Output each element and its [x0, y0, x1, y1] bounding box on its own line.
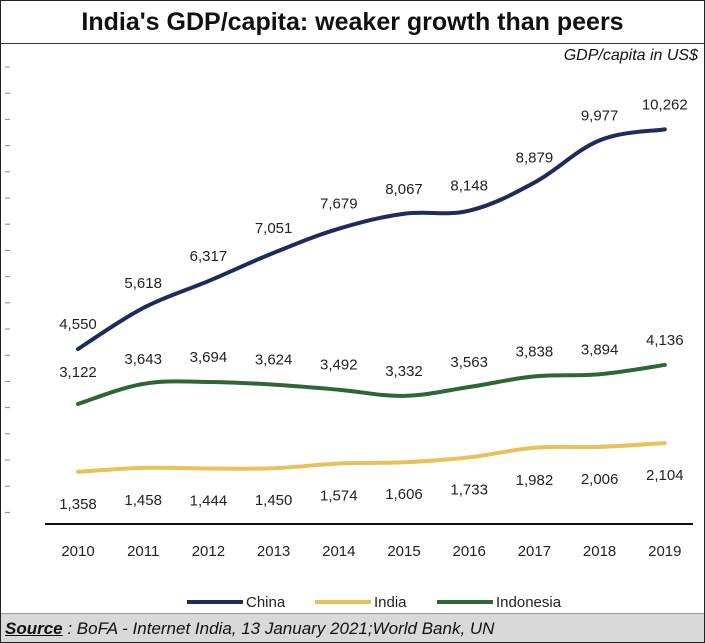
x-tick-label: 2013 [257, 543, 290, 560]
x-tick-label: 2019 [648, 543, 681, 560]
x-tick-label: 2017 [518, 543, 551, 560]
line-chart: 2010 2011 2012 2013 2014 2015 2016 2017 2018 2019… [5, 66, 693, 611]
data-label-china: 8,879 [516, 150, 554, 167]
data-label-indonesia: 3,838 [516, 343, 554, 360]
source-text: : BoFA - Internet India, 13 January 2021… [62, 619, 495, 638]
data-label-china: 10,262 [642, 96, 688, 113]
data-label-indonesia: 3,694 [190, 349, 228, 366]
data-label-indonesia: 3,643 [124, 351, 162, 368]
data-label-indonesia: 3,894 [581, 341, 619, 358]
data-label-china: 7,679 [320, 196, 358, 213]
data-label-indonesia: 3,492 [320, 357, 358, 374]
data-label-india: 1,450 [255, 492, 293, 509]
data-label-indonesia: 4,136 [646, 332, 684, 349]
data-label-china: 5,618 [124, 275, 162, 292]
series-line-india [76, 441, 667, 474]
series-line-indonesia [76, 362, 667, 406]
data-label-indonesia: 3,122 [59, 364, 97, 381]
series-line-china [76, 127, 667, 352]
data-label-india: 1,982 [516, 472, 554, 489]
data-label-india: 1,458 [124, 492, 162, 509]
data-label-india: 2,006 [581, 471, 619, 488]
data-label-china: 4,550 [59, 316, 97, 333]
x-tick-label: 2011 [127, 543, 159, 560]
unit-label: GDP/capita in US$ [563, 47, 698, 64]
data-label-indonesia: 3,332 [385, 363, 423, 380]
data-label-india: 1,606 [385, 486, 423, 503]
source-label: Source [5, 619, 63, 638]
x-tick-label: 2016 [453, 543, 486, 560]
x-tick-label: 2010 [61, 543, 94, 560]
data-label-india: 1,574 [320, 487, 358, 504]
chart-title: India's GDP/capita: weaker growth than p… [1, 1, 704, 44]
x-tick-label: 2018 [583, 543, 616, 560]
legend-label-india: India [374, 594, 407, 611]
data-label-china: 6,317 [190, 248, 228, 265]
data-label-indonesia: 3,624 [255, 352, 293, 369]
data-label-china: 8,067 [385, 181, 423, 198]
x-tick-label: 2014 [322, 543, 355, 560]
legend-label-indonesia: Indonesia [496, 594, 562, 611]
source-note: Source : BoFA - Internet India, 13 Janua… [1, 613, 704, 642]
legend-label-china: China [246, 594, 286, 611]
x-tick-label: 2015 [387, 543, 420, 560]
data-label-india: 1,444 [190, 492, 228, 509]
data-label-indonesia: 3,563 [450, 354, 488, 371]
data-label-india: 1,733 [450, 481, 488, 498]
data-label-india: 2,104 [646, 467, 684, 484]
data-label-china: 8,148 [450, 178, 488, 195]
x-tick-label: 2012 [192, 543, 225, 560]
data-label-india: 1,358 [59, 496, 97, 513]
data-label-china: 7,051 [255, 220, 293, 237]
data-label-china: 9,977 [581, 107, 619, 124]
